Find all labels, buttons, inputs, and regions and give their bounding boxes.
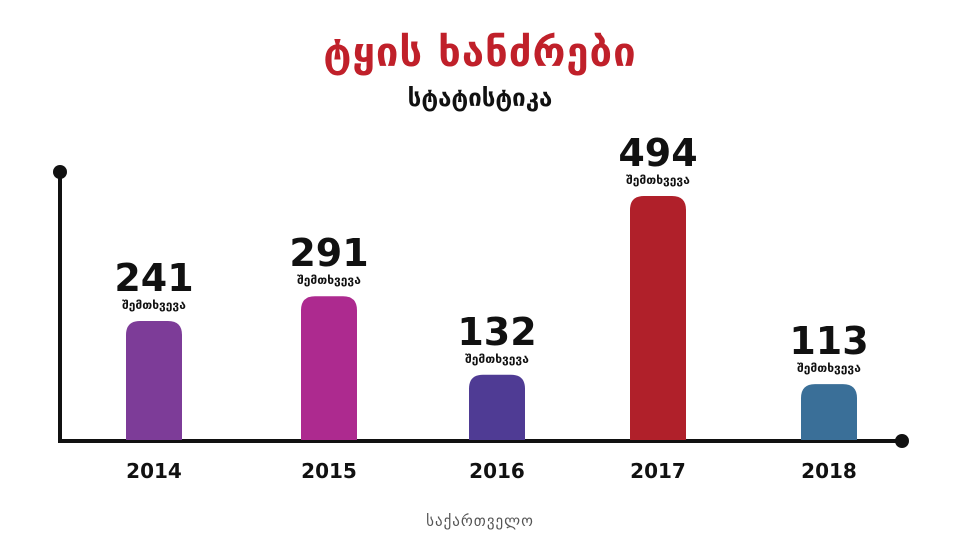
value-label-2014: 241 — [114, 256, 193, 300]
x-tick-label-2018: 2018 — [801, 459, 857, 483]
bar-2015 — [301, 296, 357, 440]
value-label-2016: 132 — [457, 310, 536, 354]
value-unit-label: შემთხვევა — [797, 361, 861, 375]
y-axis-end-dot — [53, 165, 67, 179]
footer-source: საქართველო — [426, 512, 534, 530]
value-label-2015: 291 — [289, 231, 368, 275]
bar-2018 — [801, 384, 857, 440]
value-label-2018: 113 — [789, 319, 868, 363]
value-unit-label: შემთხვევა — [297, 273, 361, 287]
x-axis-end-dot — [895, 434, 909, 448]
bar-2017 — [630, 195, 686, 440]
chart-subtitle: სტატისტიკა — [407, 84, 553, 112]
bar-2016 — [469, 374, 525, 440]
x-tick-label-2015: 2015 — [301, 459, 357, 483]
x-tick-label-2017: 2017 — [630, 459, 686, 483]
bar-2014 — [126, 320, 182, 440]
x-tick-label-2016: 2016 — [469, 459, 525, 483]
value-unit-label: შემთხვევა — [465, 352, 529, 366]
chart-title: ტყის ხანძრები — [323, 30, 637, 76]
value-unit-label: შემთხვევა — [122, 298, 186, 312]
value-unit-label: შემთხვევა — [626, 173, 690, 187]
value-label-2017: 494 — [618, 131, 697, 175]
x-tick-label-2014: 2014 — [126, 459, 182, 483]
